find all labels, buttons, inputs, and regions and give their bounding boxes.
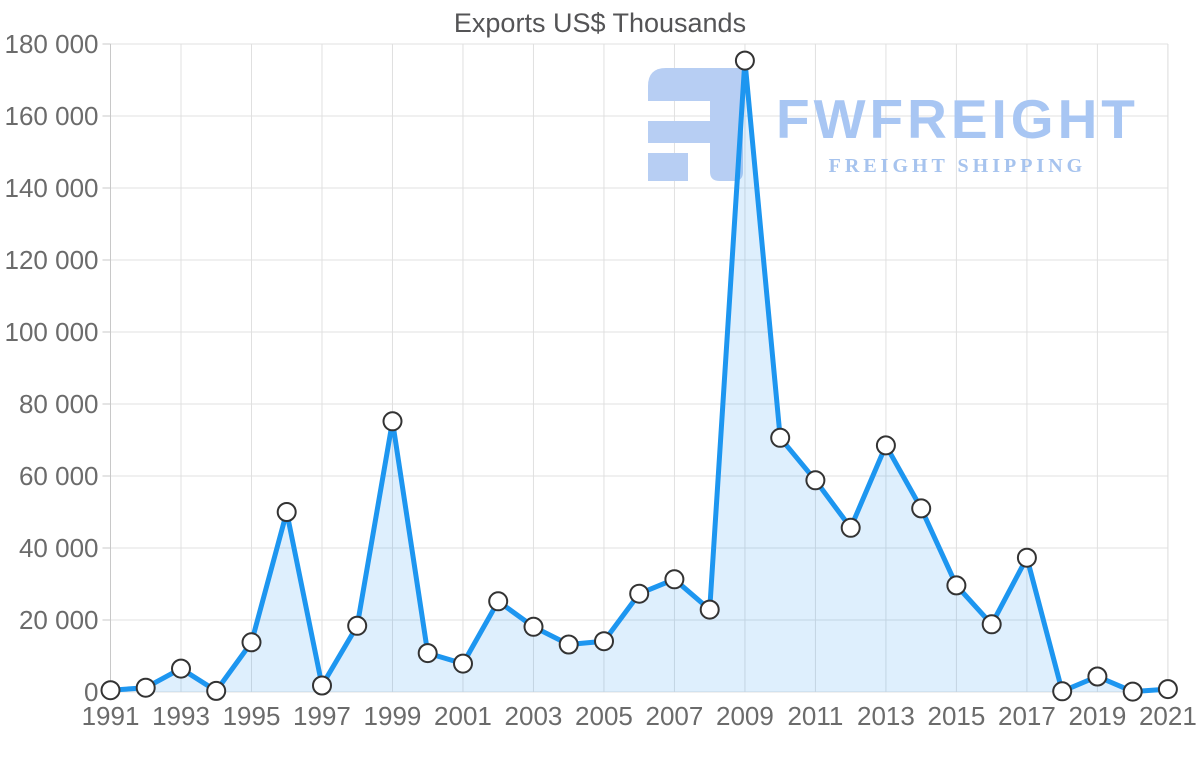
data-point-marker bbox=[100, 680, 121, 701]
svg-text:160 000: 160 000 bbox=[5, 101, 99, 131]
svg-text:80 000: 80 000 bbox=[19, 389, 99, 419]
svg-text:1991: 1991 bbox=[82, 701, 140, 731]
data-point-marker bbox=[875, 435, 896, 456]
svg-text:20 000: 20 000 bbox=[19, 605, 99, 635]
svg-text:120 000: 120 000 bbox=[5, 245, 99, 275]
svg-text:1993: 1993 bbox=[152, 701, 210, 731]
data-point-marker bbox=[1052, 681, 1073, 702]
svg-text:2011: 2011 bbox=[787, 701, 843, 731]
data-point-marker bbox=[453, 653, 473, 674]
data-point-marker bbox=[1122, 681, 1143, 702]
watermark-tagline: FREIGHT SHIPPING bbox=[828, 155, 1087, 177]
data-point-marker bbox=[1087, 666, 1108, 687]
data-point-marker bbox=[1157, 679, 1178, 700]
data-point-marker bbox=[488, 591, 509, 612]
svg-text:60 000: 60 000 bbox=[19, 461, 99, 491]
svg-text:140 000: 140 000 bbox=[5, 173, 99, 203]
data-point-marker bbox=[206, 680, 227, 701]
svg-text:2013: 2013 bbox=[857, 701, 915, 731]
data-point-marker bbox=[946, 575, 967, 596]
svg-text:2001: 2001 bbox=[434, 701, 492, 731]
data-point-marker bbox=[558, 634, 579, 655]
svg-text:1997: 1997 bbox=[293, 701, 351, 731]
data-point-marker bbox=[171, 658, 191, 679]
svg-text:40 000: 40 000 bbox=[19, 533, 99, 563]
data-point-marker bbox=[276, 502, 297, 522]
watermark-text: FWFREIGHT FREIGHT SHIPPING bbox=[776, 92, 1139, 178]
svg-text:100 000: 100 000 bbox=[5, 317, 99, 347]
data-point-marker bbox=[1016, 547, 1037, 568]
data-point-marker bbox=[417, 643, 438, 664]
svg-text:1995: 1995 bbox=[223, 701, 281, 731]
data-point-marker bbox=[840, 517, 861, 538]
data-point-marker bbox=[911, 498, 932, 519]
svg-text:2009: 2009 bbox=[716, 701, 774, 731]
data-point-marker bbox=[523, 616, 544, 637]
data-point-marker bbox=[629, 583, 650, 604]
svg-text:2019: 2019 bbox=[1068, 701, 1126, 731]
chart-title: Exports US$ Thousands bbox=[453, 8, 747, 38]
watermark: FWFREIGHT FREIGHT SHIPPING bbox=[648, 68, 1139, 186]
data-point-marker bbox=[594, 631, 614, 652]
svg-text:2017: 2017 bbox=[998, 701, 1056, 731]
data-point-marker bbox=[347, 615, 368, 636]
data-point-marker bbox=[312, 675, 332, 696]
svg-text:2007: 2007 bbox=[646, 701, 704, 731]
svg-text:180 000: 180 000 bbox=[5, 29, 99, 59]
data-point-marker bbox=[664, 569, 685, 590]
svg-text:2003: 2003 bbox=[505, 701, 563, 731]
data-point-marker bbox=[734, 50, 755, 71]
data-point-marker bbox=[241, 632, 262, 653]
watermark-brand: FWFREIGHT bbox=[776, 88, 1139, 150]
svg-text:2021: 2021 bbox=[1139, 701, 1197, 731]
svg-text:1999: 1999 bbox=[364, 701, 422, 731]
data-point-marker bbox=[135, 677, 156, 698]
data-point-marker bbox=[770, 427, 791, 448]
svg-text:2005: 2005 bbox=[575, 701, 633, 731]
data-point-marker bbox=[981, 614, 1002, 635]
data-point-marker bbox=[805, 470, 826, 491]
fwfreight-logo-icon bbox=[648, 68, 743, 181]
data-point-marker bbox=[699, 599, 720, 620]
svg-text:0: 0 bbox=[84, 677, 98, 707]
svg-text:2015: 2015 bbox=[927, 701, 985, 731]
data-point-marker bbox=[382, 411, 403, 432]
